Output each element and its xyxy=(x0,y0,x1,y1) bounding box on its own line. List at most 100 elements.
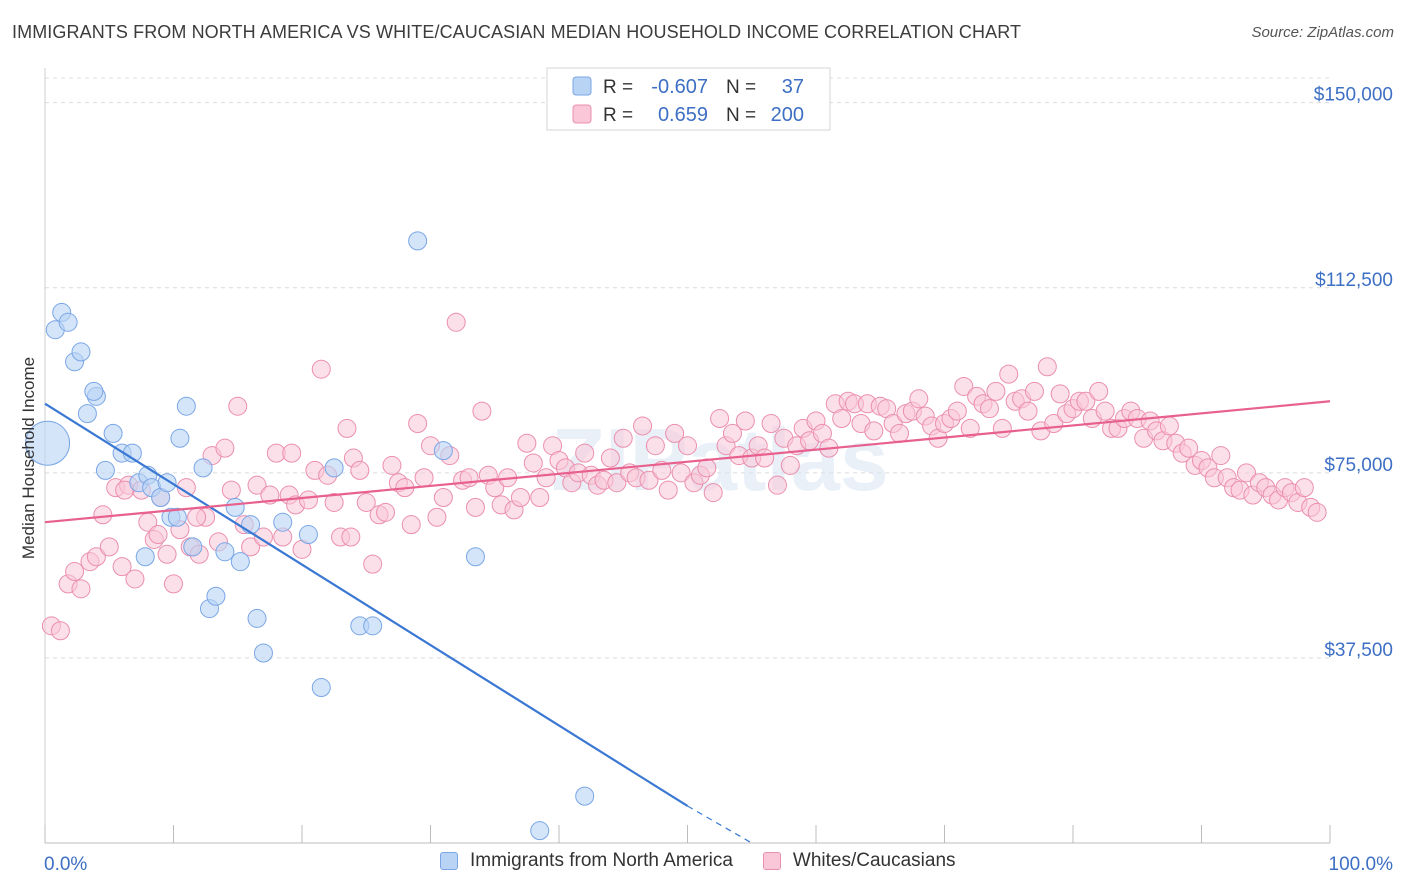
whites-point-28 xyxy=(221,480,241,500)
whites-point-56 xyxy=(401,515,421,535)
x-tick-label-max: 100.0% xyxy=(1329,854,1394,875)
whites-point-73 xyxy=(510,488,530,508)
legend-item-immigrants: Immigrants from North America xyxy=(440,850,733,872)
whites-point-57 xyxy=(408,413,428,433)
whites-point-97 xyxy=(665,423,685,443)
immigrants-point-38 xyxy=(363,616,383,636)
whites-point-95 xyxy=(652,460,672,480)
whites-point-106 xyxy=(722,423,742,443)
whites-point-33 xyxy=(253,527,273,547)
whites-point-92 xyxy=(633,416,653,436)
legend-swatch-1 xyxy=(572,104,592,124)
legend-n-value-0: 37 xyxy=(782,76,804,98)
whites-point-27 xyxy=(215,438,235,458)
whites-point-142 xyxy=(954,376,974,396)
whites-point-52 xyxy=(376,502,396,522)
whites-points xyxy=(41,312,1327,641)
immigrants-point-14 xyxy=(135,547,155,567)
legend-box xyxy=(546,67,831,131)
y-tick-labels: $37,500 $75,000 $112,500 $150,000 xyxy=(1314,85,1393,661)
whites-point-12 xyxy=(125,569,145,589)
whites-point-161 xyxy=(1076,391,1096,411)
whites-point-87 xyxy=(600,448,620,468)
legend-item-whites: Whites/Caucasians xyxy=(762,850,956,872)
immigrants-point-3 xyxy=(58,312,78,332)
correlation-legend: R = -0.607 N = 37 R = 0.659 N = 200 xyxy=(546,67,831,131)
whites-point-195 xyxy=(1294,478,1314,498)
whites-point-40 xyxy=(298,490,318,510)
whites-point-96 xyxy=(658,480,678,500)
whites-point-10 xyxy=(112,557,132,577)
whites-point-8 xyxy=(99,537,119,557)
y-axis-label: Median Household Income xyxy=(19,357,38,559)
x-tick-labels: 0.0% 100.0% xyxy=(44,854,1393,875)
y-tick-label-0: $37,500 xyxy=(1324,640,1393,661)
immigrants-point-35 xyxy=(311,678,331,698)
whites-point-98 xyxy=(671,463,691,483)
legend-swatch-blue xyxy=(440,852,458,870)
immigrants-trend-line xyxy=(44,402,689,807)
legend-r-label-1: R = xyxy=(603,105,633,126)
whites-point-143 xyxy=(960,418,980,438)
immigrants-point-40 xyxy=(433,441,453,461)
whites-point-141 xyxy=(947,401,967,421)
immigrants-point-30 xyxy=(241,515,261,535)
whites-point-53 xyxy=(382,455,402,475)
immigrants-point-8 xyxy=(84,381,104,401)
immigrants-point-0 xyxy=(25,420,71,466)
whites-point-123 xyxy=(832,409,852,429)
immigrants-point-39 xyxy=(408,231,428,251)
whites-point-108 xyxy=(735,411,755,431)
whites-point-149 xyxy=(999,364,1019,384)
whites-point-32 xyxy=(247,475,267,495)
whites-point-177 xyxy=(1179,438,1199,458)
chart-title: IMMIGRANTS FROM NORTH AMERICA VS WHITE/C… xyxy=(12,22,1022,42)
whites-point-200 xyxy=(282,443,302,463)
whites-point-113 xyxy=(767,475,787,495)
immigrants-point-20 xyxy=(167,507,187,527)
whites-point-29 xyxy=(228,396,248,416)
immigrants-point-22 xyxy=(176,396,196,416)
whites-point-197 xyxy=(1307,502,1327,522)
whites-point-153 xyxy=(1024,381,1044,401)
whites-point-148 xyxy=(992,418,1012,438)
whites-point-89 xyxy=(613,428,633,448)
x-tick-label-min: 0.0% xyxy=(44,854,87,875)
whites-point-48 xyxy=(350,460,370,480)
whites-point-93 xyxy=(639,470,659,490)
whites-point-75 xyxy=(523,453,543,473)
legend-label-whites: Whites/Caucasians xyxy=(792,850,956,871)
whites-point-111 xyxy=(755,448,775,468)
whites-point-152 xyxy=(1018,401,1038,421)
whites-point-94 xyxy=(645,436,665,456)
whites-point-60 xyxy=(427,507,447,527)
whites-point-186 xyxy=(1236,463,1256,483)
immigrants-point-29 xyxy=(230,552,250,572)
immigrants-point-33 xyxy=(273,512,293,532)
whites-point-174 xyxy=(1159,416,1179,436)
whites-point-88 xyxy=(607,473,627,493)
whites-point-103 xyxy=(703,483,723,503)
immigrants-point-26 xyxy=(206,586,226,606)
legend-r-value-0: -0.607 xyxy=(651,76,708,98)
whites-point-61 xyxy=(433,488,453,508)
whites-point-182 xyxy=(1211,446,1231,466)
legend-n-label-1: N = xyxy=(726,105,756,126)
whites-point-199 xyxy=(187,507,207,527)
whites-point-19 xyxy=(164,574,183,594)
whites-point-69 xyxy=(485,478,505,498)
whites-point-83 xyxy=(575,443,595,463)
whites-point-58 xyxy=(414,468,434,488)
bottom-legend: Immigrants from North America Whites/Cau… xyxy=(440,850,986,872)
whites-point-99 xyxy=(678,436,697,456)
whites-point-155 xyxy=(1037,357,1057,377)
whites-point-135 xyxy=(909,389,929,409)
whites-point-46 xyxy=(337,418,357,438)
y-tick-label-3: $150,000 xyxy=(1314,85,1393,106)
immigrants-trend-extension xyxy=(687,805,753,844)
immigrants-point-6 xyxy=(77,404,97,424)
whites-point-16 xyxy=(148,525,168,545)
whites-point-115 xyxy=(780,455,800,475)
whites-point-104 xyxy=(710,409,730,429)
